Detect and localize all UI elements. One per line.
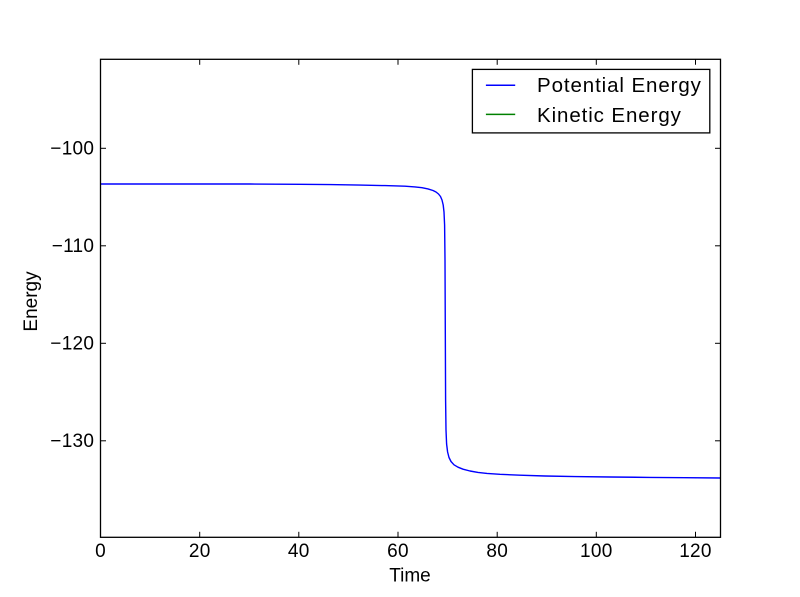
svg-text:0: 0 [95,541,106,562]
svg-text:20: 20 [189,541,211,562]
svg-text:60: 60 [387,541,409,562]
svg-text:Kinetic Energy: Kinetic Energy [537,104,682,127]
svg-text:Time: Time [389,566,431,587]
svg-text:Energy: Energy [21,271,42,332]
svg-text:100: 100 [580,541,613,562]
svg-text:80: 80 [486,541,508,562]
svg-text:−110: −110 [52,236,95,257]
svg-text:−100: −100 [50,139,94,160]
svg-text:Potential Energy: Potential Energy [537,74,702,97]
svg-text:−120: −120 [50,334,94,355]
svg-text:120: 120 [679,541,712,562]
svg-text:40: 40 [288,541,310,562]
svg-text:−130: −130 [50,431,94,452]
